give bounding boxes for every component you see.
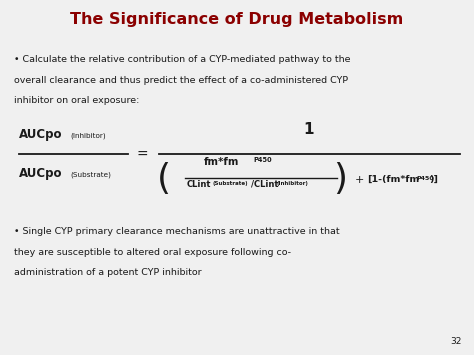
Text: P450: P450 — [254, 158, 272, 163]
Text: The Significance of Drug Metabolism: The Significance of Drug Metabolism — [70, 12, 404, 27]
Text: P450: P450 — [416, 176, 434, 181]
Text: )]: )] — [429, 175, 438, 184]
Text: administration of a potent CYP inhibitor: administration of a potent CYP inhibitor — [14, 268, 202, 277]
Text: 32: 32 — [451, 337, 462, 346]
Text: +: + — [355, 175, 364, 185]
Text: AUCpo: AUCpo — [19, 129, 63, 141]
Text: (: ( — [156, 162, 171, 196]
Text: • Calculate the relative contribution of a CYP-mediated pathway to the: • Calculate the relative contribution of… — [14, 55, 351, 64]
Text: (Substrate): (Substrate) — [212, 181, 248, 186]
Text: (Substrate): (Substrate) — [71, 172, 111, 178]
Text: inhibitor on oral exposure:: inhibitor on oral exposure: — [14, 96, 140, 105]
Text: • Single CYP primary clearance mechanisms are unattractive in that: • Single CYP primary clearance mechanism… — [14, 227, 340, 236]
Text: /CLint: /CLint — [251, 180, 279, 189]
Text: ): ) — [333, 162, 347, 196]
Text: (Inhibitor): (Inhibitor) — [276, 181, 308, 186]
Text: overall clearance and thus predict the effect of a co-administered CYP: overall clearance and thus predict the e… — [14, 76, 348, 84]
Text: AUCpo: AUCpo — [19, 168, 63, 180]
Text: they are susceptible to altered oral exposure following co-: they are susceptible to altered oral exp… — [14, 248, 291, 257]
Text: [1-(fm*fm: [1-(fm*fm — [367, 175, 419, 184]
Text: (Inhibitor): (Inhibitor) — [71, 133, 106, 139]
Text: CLint: CLint — [186, 180, 211, 189]
Text: 1: 1 — [303, 122, 313, 137]
Text: fm*fm: fm*fm — [204, 157, 239, 166]
Text: =: = — [137, 147, 148, 162]
